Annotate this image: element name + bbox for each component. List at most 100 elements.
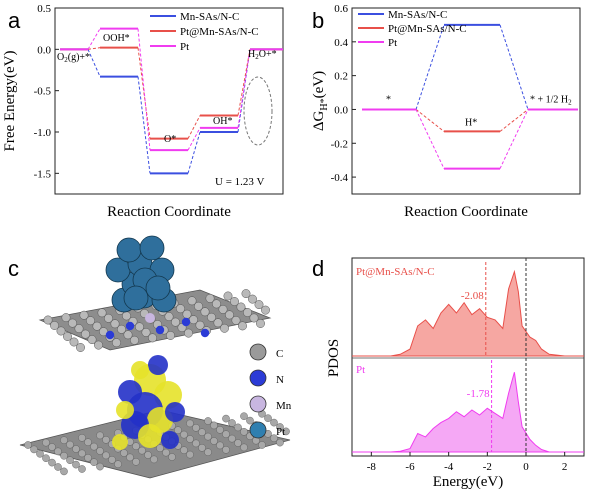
graphene-c-atom [102, 451, 110, 460]
atom-legend-label: N [276, 374, 284, 386]
panel-letter-a: a [8, 8, 21, 33]
panel-a-step-label-3: OH* [213, 116, 232, 127]
panel-a-step-label-h-rest: O+* [259, 49, 277, 60]
graphene-c-atom [212, 299, 221, 309]
graphene-c-atom [270, 434, 278, 443]
graphene-c-atom [117, 324, 126, 334]
graphene-c-atom [104, 313, 113, 323]
panel-a-step-label-h-sub: 2 [255, 53, 259, 61]
graphene-c-atom [120, 449, 128, 457]
graphene-c-atom [168, 453, 176, 461]
graphene-c-atom [76, 343, 85, 352]
atom-legend-swatch [249, 421, 267, 439]
graphene-c-atom [96, 431, 104, 440]
panel-b-ytick-label: 0.4 [334, 37, 348, 49]
graphene-c-atom [156, 444, 164, 453]
panel-a-annotation: U = 1.23 V [215, 176, 264, 188]
graphene-c-atom [60, 436, 68, 445]
graphene-c-atom [72, 460, 80, 469]
graphene-c-atom [222, 430, 230, 439]
panel-a-legend-label: Pt@Mn-SAs/N-C [180, 26, 259, 38]
atom-legend-label: C [276, 348, 283, 360]
panel-a-connector [237, 49, 251, 116]
graphene-c-atom [243, 308, 252, 317]
panel-a-step-labels: O2(g)+*OOH*O*OH*H2O+* [57, 33, 277, 145]
charge-density-lobe [161, 431, 179, 449]
panel-b-xlabel: Reaction Coordinate [404, 204, 528, 220]
panel-b-connector [499, 109, 529, 169]
graphene-c-atom [187, 296, 197, 306]
graphene-c-atom [61, 313, 71, 323]
graphene-c-atom [110, 319, 120, 329]
graphene-c-atom [194, 301, 203, 311]
graphene-c-atom [234, 423, 242, 432]
panel-a-step-label-h: H [248, 49, 255, 60]
graphene-c-atom [86, 316, 95, 326]
graphene-c-atom [195, 320, 205, 330]
panel-a-step-label-o: O [57, 52, 64, 63]
graphene-c-atom [166, 331, 175, 340]
graphene-c-atom [94, 340, 103, 350]
graphene-c-atom [176, 304, 185, 314]
graphene-c-atom [276, 423, 284, 431]
pt-atom [139, 235, 165, 261]
graphene-c-atom [246, 416, 254, 425]
panel-a-xlabel: Reaction Coordinate [107, 204, 231, 220]
graphene-n-atom [105, 330, 115, 340]
graphene-c-atom [79, 310, 89, 320]
graphene-c-atom [92, 321, 102, 331]
graphene-c-atom [69, 337, 79, 347]
panel-b-ylabel-unit: (eV) [311, 71, 327, 98]
panel-c-atom-legend: C N Mn Pt [249, 343, 292, 439]
graphene-c-atom [261, 305, 270, 315]
panel-a-legend-label: Pt [180, 41, 189, 53]
graphene-c-atom [264, 414, 272, 423]
charge-density-lobe [138, 424, 162, 448]
graphene-c-atom [204, 448, 212, 457]
graphene-c-atom [56, 326, 66, 336]
mn-atom [145, 313, 155, 323]
graphene-c-atom [96, 462, 104, 471]
graphene-c-atom [66, 456, 74, 465]
graphene-c-atom [186, 450, 194, 459]
graphene-c-atom [90, 442, 98, 451]
atom-legend-swatch [249, 369, 267, 387]
graphene-c-atom [54, 463, 62, 471]
panel-b-connector [415, 24, 445, 110]
graphene-c-atom [240, 427, 248, 436]
panel-b-chart: 0.6 0.4 0.2 0.0 -0.2 -0.4 * H* * + 1/2 H2 Mn-SA… [311, 3, 581, 220]
graphene-c-atom [270, 418, 278, 427]
panel-a-connector [237, 49, 251, 128]
graphene-c-atom [48, 443, 56, 451]
graphene-c-atom [258, 441, 266, 449]
panel-b-ytick-label: 0.2 [334, 71, 348, 83]
graphene-c-atom [87, 335, 97, 345]
graphene-c-atom [24, 441, 32, 449]
graphene-c-atom [114, 460, 122, 469]
pt-cluster [105, 235, 177, 313]
panel-letter-b: b [312, 8, 324, 33]
graphene-c-atom [205, 293, 215, 303]
graphene-c-atom [72, 445, 80, 453]
top-graphene-atoms [43, 289, 270, 352]
graphene-c-atom [102, 435, 110, 444]
top-slab [38, 289, 272, 352]
panel-a-connector [187, 131, 201, 174]
graphene-c-atom [192, 439, 200, 448]
panel-b-step-label-2: * + 1/2 H2 [530, 94, 572, 106]
graphene-n-atom [200, 328, 210, 338]
graphene-c-atom [90, 458, 98, 467]
graphene-c-atom [198, 443, 206, 452]
graphene-c-atom [210, 421, 218, 430]
graphene-c-atom [63, 332, 72, 341]
panel-a-connector [137, 76, 151, 174]
graphene-c-atom [81, 329, 90, 339]
panel-b-legend-label: Pt@Mn-SAs/N-C [388, 23, 467, 35]
graphene-c-atom [192, 423, 200, 432]
panel-d-xtick-label: -6 [405, 461, 415, 473]
panel-a-step-label-o-rest: (g)+* [68, 52, 90, 63]
panel-d-chart: -2.08 Pt@Mn-SAs/N-C -1.78 Pt -8 -6 -4 -2 0 2 Ene… [326, 257, 585, 490]
panel-d-xtick-label: -8 [367, 461, 377, 473]
graphene-c-atom [230, 297, 239, 306]
panel-b-ylabel-sub: H* [319, 98, 330, 110]
